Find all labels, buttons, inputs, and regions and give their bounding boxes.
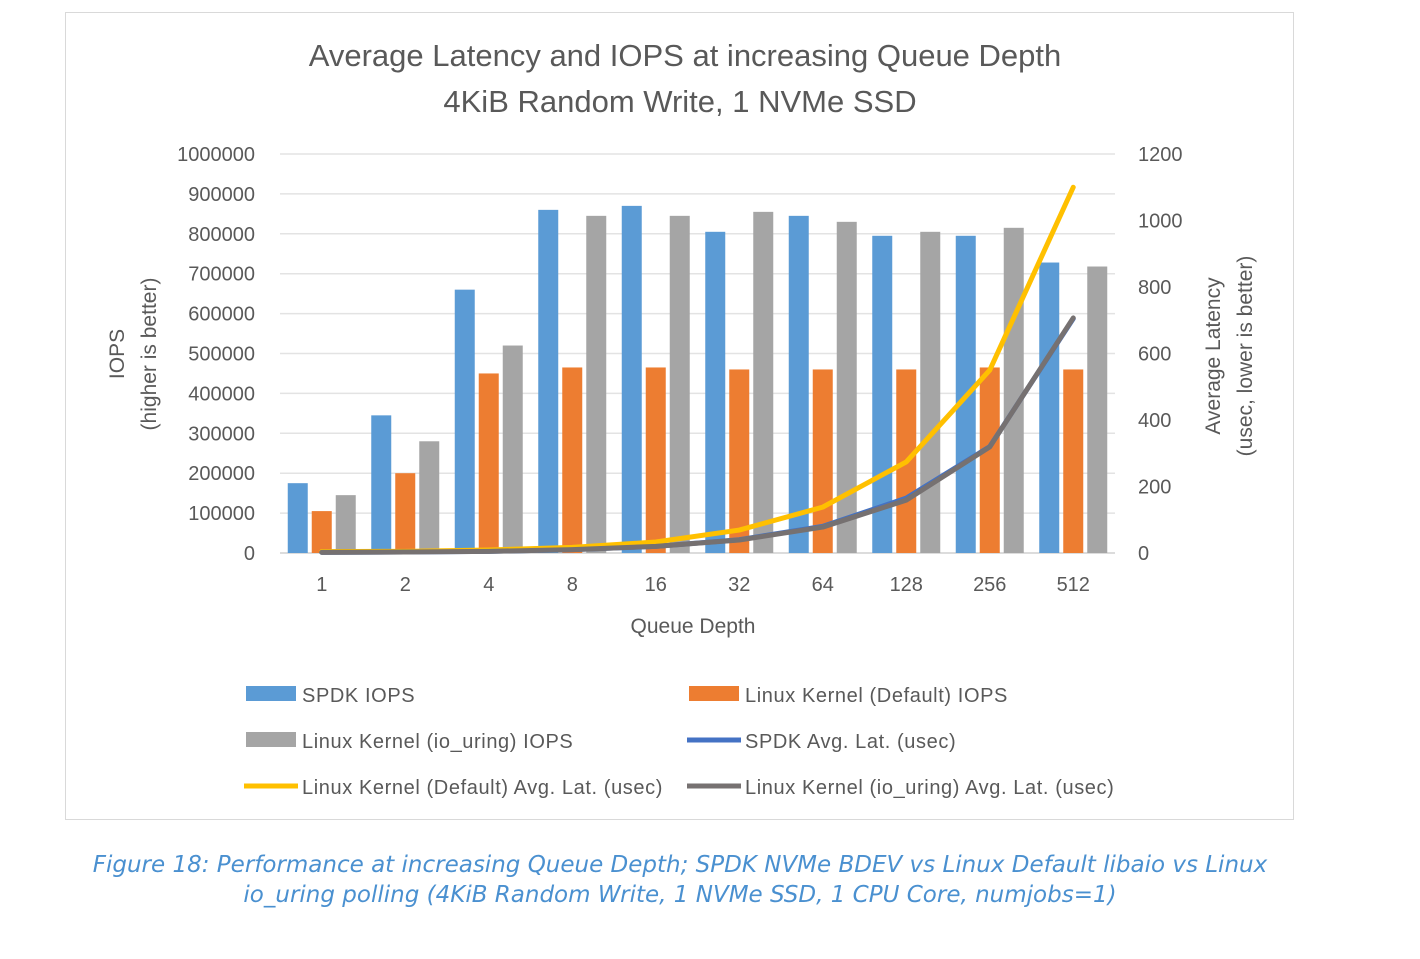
y-tick-label: 700000	[188, 264, 255, 286]
y2-axis-label: Average Latency	[1202, 277, 1225, 435]
x-tick-label: 256	[973, 574, 1006, 596]
bar-linux-kernel-default-iops	[1063, 369, 1084, 553]
legend-swatch	[246, 732, 296, 747]
legend-label: Linux Kernel (Default) IOPS	[745, 685, 1008, 707]
x-tick-label: 4	[483, 574, 494, 596]
x-tick-label: 1	[316, 574, 327, 596]
bar-linux-kernel-default-iops	[395, 473, 416, 553]
x-tick-label: 128	[890, 574, 923, 596]
y-tick-label: 900000	[188, 184, 255, 206]
y-tick-label: 200000	[188, 463, 255, 485]
x-tick-label: 16	[645, 574, 667, 596]
x-tick-label: 512	[1057, 574, 1090, 596]
y2-axis-sublabel: (usec, lower is better)	[1234, 256, 1257, 457]
bar-linux-kernel-io-uring-iops	[586, 215, 607, 553]
caption-line-2: io_uring polling (4KiB Random Write, 1 N…	[243, 882, 1117, 908]
bar-linux-kernel-io-uring-iops	[1087, 266, 1108, 553]
x-tick-label: 64	[812, 574, 834, 596]
y-tick-label: 300000	[188, 423, 255, 445]
x-tick-label: 32	[728, 574, 750, 596]
figure-caption: Figure 18: Performance at increasing Que…	[40, 850, 1320, 910]
legend-label: Linux Kernel (io_uring) Avg. Lat. (usec)	[745, 777, 1114, 799]
y-tick-label: 500000	[188, 344, 255, 366]
y2-tick-label: 400	[1138, 410, 1171, 432]
legend-swatch	[689, 686, 739, 701]
x-tick-label: 8	[567, 574, 578, 596]
bar-linux-kernel-default-iops	[562, 367, 583, 553]
bar-linux-kernel-io-uring-iops	[920, 231, 941, 553]
bar-spdk-iops	[287, 483, 308, 553]
legend-label: Linux Kernel (Default) Avg. Lat. (usec)	[302, 777, 663, 799]
bar-spdk-iops	[454, 289, 475, 553]
y-tick-label: 1000000	[177, 144, 255, 166]
bar-linux-kernel-io-uring-iops	[836, 221, 857, 553]
legend-label: SPDK Avg. Lat. (usec)	[745, 731, 956, 753]
bar-spdk-iops	[371, 415, 392, 553]
y2-tick-label: 0	[1138, 543, 1149, 565]
bar-linux-kernel-io-uring-iops	[753, 211, 774, 554]
bar-spdk-iops	[788, 215, 809, 553]
bar-linux-kernel-default-iops	[645, 367, 666, 553]
y-tick-label: 100000	[188, 503, 255, 525]
chart-title: Average Latency and IOPS at increasing Q…	[309, 38, 1062, 73]
y-tick-label: 400000	[188, 383, 255, 405]
bar-spdk-iops	[705, 231, 726, 553]
y2-tick-label: 1200	[1138, 144, 1183, 166]
line-linux-kernel-io-uring-avg-lat-usec-	[319, 315, 1076, 555]
legend-label: SPDK IOPS	[302, 685, 415, 707]
y2-tick-label: 600	[1138, 344, 1171, 366]
y-axis-sublabel: (higher is better)	[138, 278, 161, 431]
bar-linux-kernel-io-uring-iops	[502, 345, 523, 553]
bar-linux-kernel-io-uring-iops	[335, 495, 356, 553]
caption-line-1: Figure 18: Performance at increasing Que…	[92, 852, 1268, 878]
bar-linux-kernel-default-iops	[979, 367, 1000, 553]
chart-frame	[65, 12, 1294, 820]
bar-spdk-iops	[1039, 262, 1060, 553]
legend-label: Linux Kernel (io_uring) IOPS	[302, 731, 573, 753]
bar-linux-kernel-io-uring-iops	[1003, 227, 1024, 553]
bar-spdk-iops	[621, 205, 642, 553]
y-tick-label: 800000	[188, 224, 255, 246]
x-axis-label: Queue Depth	[631, 615, 756, 638]
legend-swatch	[246, 686, 296, 701]
y2-tick-label: 1000	[1138, 211, 1183, 233]
bar-linux-kernel-default-iops	[478, 373, 499, 553]
chart: Average Latency and IOPS at increasing Q…	[106, 38, 1257, 799]
y2-tick-label: 800	[1138, 277, 1171, 299]
bar-linux-kernel-io-uring-iops	[669, 215, 690, 553]
bar-linux-kernel-default-iops	[311, 511, 332, 553]
bar-linux-kernel-default-iops	[729, 369, 750, 553]
y2-tick-label: 200	[1138, 477, 1171, 499]
bar-linux-kernel-io-uring-iops	[419, 441, 440, 553]
bar-spdk-iops	[538, 209, 559, 554]
chart-subtitle: 4KiB Random Write, 1 NVMe SSD	[443, 84, 916, 119]
y-tick-label: 0	[244, 543, 255, 565]
y-axis-label: IOPS	[106, 329, 129, 379]
x-tick-label: 2	[400, 574, 411, 596]
y-tick-label: 600000	[188, 304, 255, 326]
